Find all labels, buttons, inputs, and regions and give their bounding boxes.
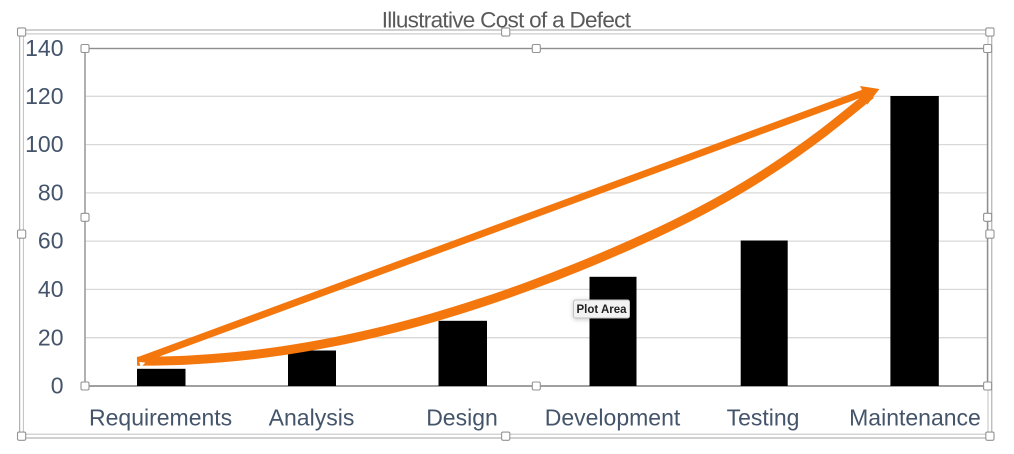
svg-text:20: 20 bbox=[38, 324, 64, 350]
svg-text:100: 100 bbox=[25, 131, 63, 157]
svg-text:120: 120 bbox=[25, 83, 63, 109]
svg-text:140: 140 bbox=[25, 35, 63, 61]
svg-text:0: 0 bbox=[51, 373, 64, 399]
svg-text:Illustrative Cost of a Defect: Illustrative Cost of a Defect bbox=[382, 8, 632, 33]
svg-text:Development: Development bbox=[545, 405, 681, 431]
svg-text:Maintenance: Maintenance bbox=[849, 405, 981, 431]
svg-text:Testing: Testing bbox=[727, 405, 800, 431]
svg-text:Plot Area: Plot Area bbox=[576, 304, 627, 316]
svg-text:Analysis: Analysis bbox=[269, 405, 355, 431]
svg-text:80: 80 bbox=[38, 180, 64, 206]
svg-text:60: 60 bbox=[38, 228, 64, 254]
svg-text:Design: Design bbox=[426, 405, 498, 431]
svg-text:40: 40 bbox=[38, 276, 64, 302]
svg-text:Requirements: Requirements bbox=[89, 405, 232, 431]
